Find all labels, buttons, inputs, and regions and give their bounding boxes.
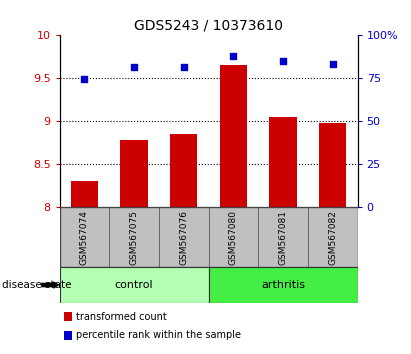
Text: percentile rank within the sample: percentile rank within the sample: [76, 330, 241, 340]
Text: arthritis: arthritis: [261, 280, 305, 290]
Bar: [208, 267, 358, 303]
Point: [81, 76, 88, 82]
Text: GSM567080: GSM567080: [229, 210, 238, 265]
Point: [131, 64, 137, 70]
Bar: [270, 117, 297, 207]
Title: GDS5243 / 10373610: GDS5243 / 10373610: [134, 19, 283, 33]
Point: [330, 61, 336, 67]
Bar: [60, 207, 109, 267]
Bar: [60, 267, 209, 303]
Point: [230, 53, 237, 59]
Text: GSM567074: GSM567074: [80, 210, 89, 265]
Text: control: control: [115, 280, 153, 290]
Bar: [120, 140, 148, 207]
Text: disease state: disease state: [2, 280, 72, 290]
Bar: [208, 207, 258, 267]
Bar: [159, 207, 208, 267]
Text: GSM567081: GSM567081: [279, 210, 288, 265]
Bar: [220, 65, 247, 207]
Bar: [170, 134, 197, 207]
Text: GSM567076: GSM567076: [179, 210, 188, 265]
Text: transformed count: transformed count: [76, 312, 167, 322]
Bar: [308, 207, 358, 267]
Bar: [319, 123, 346, 207]
Text: GSM567075: GSM567075: [129, 210, 139, 265]
Bar: [258, 207, 308, 267]
Bar: [71, 181, 98, 207]
Point: [180, 64, 187, 70]
Text: GSM567082: GSM567082: [328, 210, 337, 265]
Point: [280, 58, 286, 64]
Bar: [109, 207, 159, 267]
